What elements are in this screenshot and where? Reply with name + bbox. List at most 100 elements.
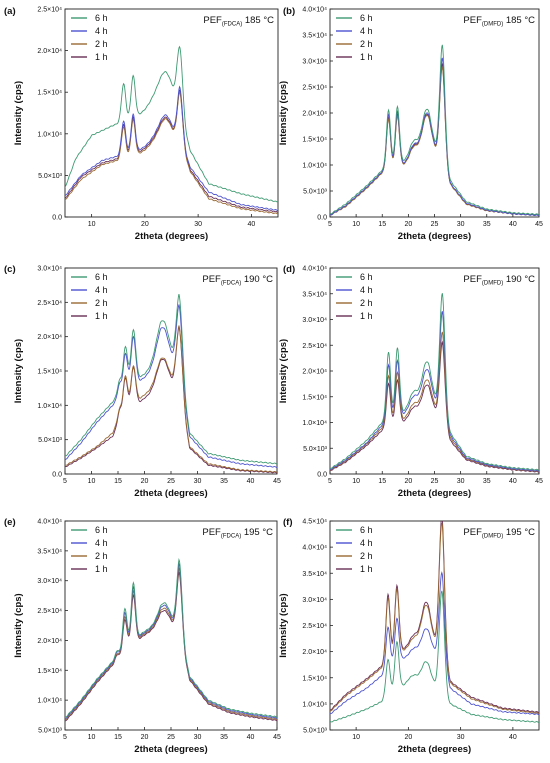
y-tick-label: 2.0×10⁴ (37, 334, 62, 341)
x-tick-label: 10 (88, 221, 96, 228)
x-tick-label: 15 (378, 478, 386, 485)
y-tick-label: 0.0 (52, 472, 62, 479)
y-tick-label: 2.0×10⁴ (302, 111, 327, 118)
x-tick-label: 40 (509, 221, 517, 228)
x-tick-label: 20 (141, 734, 149, 741)
y-tick-label: 0.0 (317, 215, 327, 222)
y-tick-label: 1.0×10⁴ (37, 698, 62, 705)
panel-f: 10 20 30 40 5.0×10³ 1.0×10⁴ 1.5×10⁴ 2.0×10⁴ 2.5×… (278, 517, 540, 755)
series-line-6h (330, 590, 539, 724)
y-tick-label: 1.5×10⁴ (37, 369, 62, 376)
x-tick-label: 45 (535, 478, 543, 485)
y-tick-label: 1.0×10⁴ (37, 403, 62, 410)
y-tick-label: 1.5×10⁴ (37, 90, 62, 97)
y-tick-label: 3.5×10⁴ (302, 33, 327, 40)
y-tick-label: 4.0×10⁴ (302, 545, 327, 552)
legend-label: 2 h (360, 298, 373, 308)
y-tick-label: 1.5×10⁴ (302, 394, 327, 401)
y-tick-label: 1.5×10⁴ (37, 668, 62, 675)
x-tick-label: 10 (88, 478, 96, 485)
legend-label: 6 h (360, 13, 373, 23)
y-tick-label: 5.0×10³ (38, 437, 63, 444)
x-tick-label: 15 (378, 221, 386, 228)
x-tick-label: 30 (194, 478, 202, 485)
y-axis-label: Intensity (cps) (13, 593, 24, 657)
x-tick-label: 45 (535, 221, 543, 228)
y-tick-label: 1.0×10⁴ (302, 701, 327, 708)
legend-label: 2 h (360, 551, 373, 561)
y-axis-label: Intensity (cps) (13, 81, 24, 145)
y-tick-label: 5.0×10³ (303, 728, 328, 735)
series-line-2h (330, 331, 539, 473)
x-tick-label: 20 (404, 478, 412, 485)
plot-frame (64, 8, 279, 218)
series-line-6h (65, 294, 277, 465)
y-tick-label: 3.0×10⁴ (37, 266, 62, 273)
x-axis-label: 2theta (degrees) (398, 231, 471, 242)
panel-label: (f) (283, 517, 293, 528)
panel-d: 5 10 15 20 25 30 35 40 45 0.0 5.0×10³ 1.0×10⁴ 1.5×10… (278, 264, 543, 499)
y-tick-label: 5.0×10³ (38, 728, 63, 735)
y-tick-label: 1.5×10⁴ (302, 137, 327, 144)
series-line-1h (65, 88, 278, 213)
legend-label: 6 h (95, 272, 108, 282)
panel-title: PEF(FDCA) 195 °C (202, 527, 273, 540)
x-tick-label: 25 (167, 478, 175, 485)
y-tick-label: 5.0×10³ (303, 446, 328, 453)
x-tick-label: 30 (194, 734, 202, 741)
series-line-1h (65, 326, 277, 474)
panel-b: 5 10 15 20 25 30 35 40 45 0.0 5.0×10³ 1.0×10⁴ 1.5×10… (278, 6, 543, 242)
legend-label: 4 h (360, 285, 373, 295)
x-tick-label: 35 (483, 478, 491, 485)
x-tick-label: 5 (328, 221, 332, 228)
y-tick-label: 2.5×10⁴ (37, 7, 62, 14)
x-tick-label: 5 (63, 478, 67, 485)
series-line-6h (65, 45, 278, 203)
legend-label: 1 h (360, 564, 373, 574)
panel-a: 10 20 30 40 0.0 5.0×10³ 1.0×10⁴ 1.5×10⁴ 2.0×10⁴ 2… (4, 6, 279, 242)
x-tick-label: 10 (352, 734, 360, 741)
x-tick-label: 30 (457, 478, 465, 485)
y-tick-label: 2.0×10⁴ (302, 649, 327, 656)
y-axis-label: Intensity (cps) (278, 81, 289, 145)
x-tick-label: 25 (431, 221, 439, 228)
series-line-4h (65, 562, 277, 720)
y-tick-label: 2.5×10⁴ (302, 623, 327, 630)
legend-label: 2 h (95, 39, 108, 49)
legend-label: 6 h (95, 13, 108, 23)
legend-label: 4 h (95, 26, 108, 36)
legend-label: 6 h (360, 272, 373, 282)
legend-label: 1 h (95, 52, 108, 62)
y-tick-label: 1.0×10⁴ (37, 131, 62, 138)
legend-label: 2 h (95, 298, 108, 308)
series-line-4h (330, 311, 539, 472)
y-tick-label: 3.5×10⁴ (302, 291, 327, 298)
panel-title: PEF(FDCA) 190 °C (202, 274, 273, 287)
x-axis-label: 2theta (degrees) (398, 488, 471, 499)
panel-label: (b) (283, 6, 295, 17)
panel-title: PEF(DMFD) 185 °C (463, 15, 535, 28)
x-axis-label: 2theta (degrees) (135, 231, 208, 242)
y-tick-label: 4.0×10⁴ (302, 266, 327, 273)
series-line-4h (330, 571, 539, 716)
y-tick-label: 5.0×10³ (303, 189, 328, 196)
y-tick-label: 2.0×10⁴ (302, 369, 327, 376)
y-tick-label: 2.5×10⁴ (302, 343, 327, 350)
y-tick-label: 2.5×10⁴ (37, 608, 62, 615)
y-axis-label: Intensity (cps) (13, 339, 24, 403)
y-tick-label: 2.0×10⁴ (37, 638, 62, 645)
y-tick-label: 3.5×10⁴ (302, 571, 327, 578)
legend-label: 1 h (360, 52, 373, 62)
legend-label: 4 h (360, 538, 373, 548)
x-tick-label: 40 (247, 478, 255, 485)
panel-label: (d) (283, 264, 295, 275)
legend-label: 4 h (95, 538, 108, 548)
panel-e: 5 10 15 20 25 30 35 40 45 5.0×10³ 1.0×10⁴ 1.5×10⁴ 2.… (4, 517, 281, 755)
x-tick-label: 10 (352, 478, 360, 485)
y-tick-label: 2.0×10⁴ (37, 48, 62, 55)
series-line-4h (330, 57, 539, 217)
legend-label: 2 h (95, 551, 108, 561)
panel-label: (c) (4, 264, 16, 275)
series-line-2h (330, 522, 539, 715)
